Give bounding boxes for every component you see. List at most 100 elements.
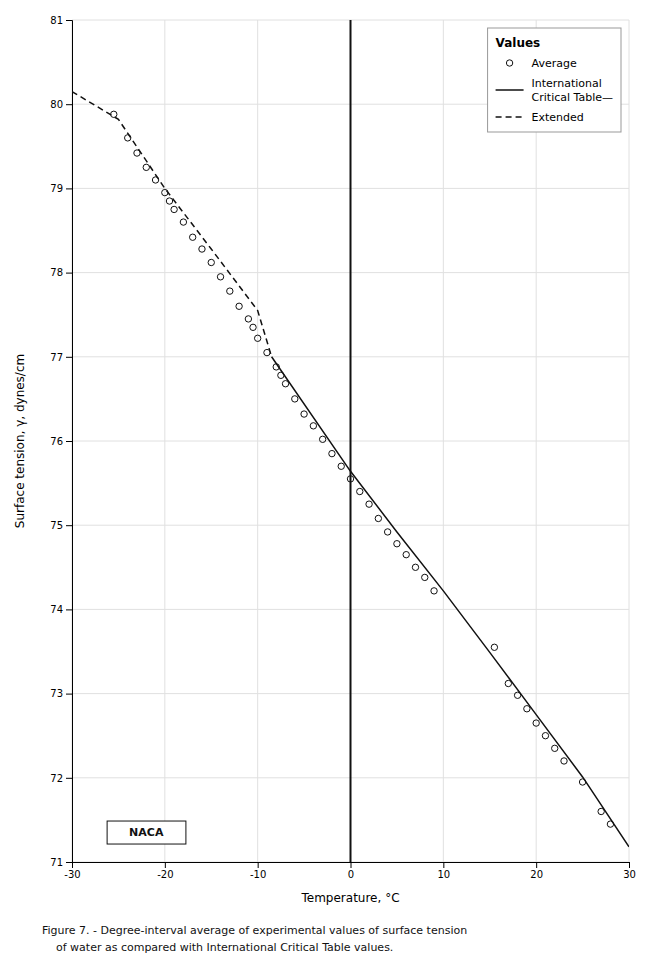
- tick-label: 81: [50, 15, 63, 26]
- axis-domain: [73, 863, 630, 869]
- tick-mark: [66, 609, 72, 610]
- legend-swatch: [506, 60, 512, 66]
- legend-swatch: [496, 116, 524, 118]
- scatter-point: [431, 588, 437, 594]
- tick: 71: [50, 857, 72, 868]
- scatter-point: [292, 396, 298, 402]
- scatter-point: [384, 529, 390, 535]
- tick: 81: [50, 15, 72, 26]
- tick-label: 74: [50, 604, 63, 615]
- tick-label: -20: [157, 869, 173, 880]
- legend-label-line: Critical Table—: [532, 91, 613, 104]
- tick-mark: [443, 862, 444, 868]
- tick: 20: [530, 862, 543, 880]
- scatter-point: [329, 450, 335, 456]
- tick: -30: [64, 862, 80, 880]
- scatter-point: [491, 644, 497, 650]
- series-line: [72, 92, 272, 357]
- tick: 75: [50, 520, 72, 531]
- tick-mark: [66, 862, 72, 863]
- tick: -20: [157, 862, 173, 880]
- legend-label: InternationalCritical Table—: [532, 77, 613, 104]
- scatter-point: [143, 164, 149, 170]
- tick-mark: [66, 694, 72, 695]
- scatter-point: [250, 324, 256, 330]
- tick-label: -10: [250, 869, 266, 880]
- scatter-point: [357, 488, 363, 494]
- tick: 74: [50, 604, 72, 615]
- tick-mark: [258, 862, 259, 868]
- tick: 72: [50, 773, 72, 784]
- tick-label: 10: [437, 869, 450, 880]
- tick-label: 79: [50, 183, 63, 194]
- scatter-point: [422, 574, 428, 580]
- tick: 0: [348, 862, 354, 880]
- reference-line: [350, 20, 352, 862]
- tick-mark: [165, 862, 166, 868]
- scatter-point: [412, 564, 418, 570]
- tick-label: 30: [623, 869, 636, 880]
- legend-title: Values: [496, 36, 541, 50]
- scatter-point: [208, 259, 214, 265]
- tick-mark: [66, 20, 72, 21]
- scatter-point: [366, 501, 372, 507]
- tick-label: 80: [50, 99, 63, 110]
- tick-label: 73: [50, 688, 63, 699]
- tick-label: 71: [50, 857, 63, 868]
- scatter-point: [561, 758, 567, 764]
- grid: [72, 20, 629, 862]
- tick-mark: [629, 862, 630, 868]
- scatter-point: [533, 720, 539, 726]
- tick-mark: [66, 104, 72, 105]
- scatter-point: [254, 335, 260, 341]
- scatter-point: [394, 541, 400, 547]
- tick-label: 76: [50, 436, 63, 447]
- scatter-point: [375, 515, 381, 521]
- tick-mark: [66, 525, 72, 526]
- y-axis-title: Surface tension, γ, dynes/cm: [13, 354, 27, 528]
- scatter-point: [245, 316, 251, 322]
- tick-mark: [66, 778, 72, 779]
- chart: -30 -20 -10 0 10 20 30 71 72 73 74 75 76 77 78 79 80 81 Te…: [0, 0, 653, 974]
- tick-mark: [66, 273, 72, 274]
- x-axis-title: Temperature, °C: [300, 891, 399, 905]
- tick: 76: [50, 436, 72, 447]
- tick: 30: [623, 862, 636, 880]
- scatter-point: [171, 206, 177, 212]
- tick-label: 75: [50, 520, 63, 531]
- tick-label: 20: [530, 869, 543, 880]
- legend-swatch: [496, 89, 524, 91]
- tick: -10: [250, 862, 266, 880]
- tick-label: 77: [50, 352, 63, 363]
- tick: 73: [50, 688, 72, 699]
- scatter-point: [301, 411, 307, 417]
- scatter-point: [524, 706, 530, 712]
- scatter-point: [338, 463, 344, 469]
- caption: Figure 7. - Degree-interval average of e…: [42, 924, 467, 937]
- legend-label-line: Average: [532, 57, 577, 70]
- annotation: NACA: [107, 821, 186, 844]
- tick-mark: [66, 188, 72, 189]
- tick-label: 0: [348, 869, 354, 880]
- y-axis: 71 72 73 74 75 76 77 78 79 80 81: [50, 15, 72, 868]
- legend-label: Extended: [532, 111, 584, 124]
- legend-box: [488, 28, 621, 132]
- x-axis: -30 -20 -10 0 10 20 30: [64, 862, 636, 880]
- scatter-point: [217, 274, 223, 280]
- tick-label: 78: [50, 267, 63, 278]
- scatter-point: [236, 303, 242, 309]
- tick: 10: [437, 862, 450, 880]
- tick-mark: [66, 441, 72, 442]
- scatter-point: [189, 234, 195, 240]
- tick: 80: [50, 99, 72, 110]
- scatter-point: [199, 246, 205, 252]
- legend: Values Average InternationalCritical Table…: [488, 28, 621, 132]
- tick-label: 72: [50, 773, 63, 784]
- scatter-point: [166, 198, 172, 204]
- tick-mark: [66, 357, 72, 358]
- tick: 78: [50, 267, 72, 278]
- scatter-point: [180, 219, 186, 225]
- plot: -30 -20 -10 0 10 20 30 71 72 73 74 75 76 77 78 79 80 81 Te…: [13, 15, 636, 905]
- annotation-box: [107, 821, 186, 844]
- scatter-point: [542, 733, 548, 739]
